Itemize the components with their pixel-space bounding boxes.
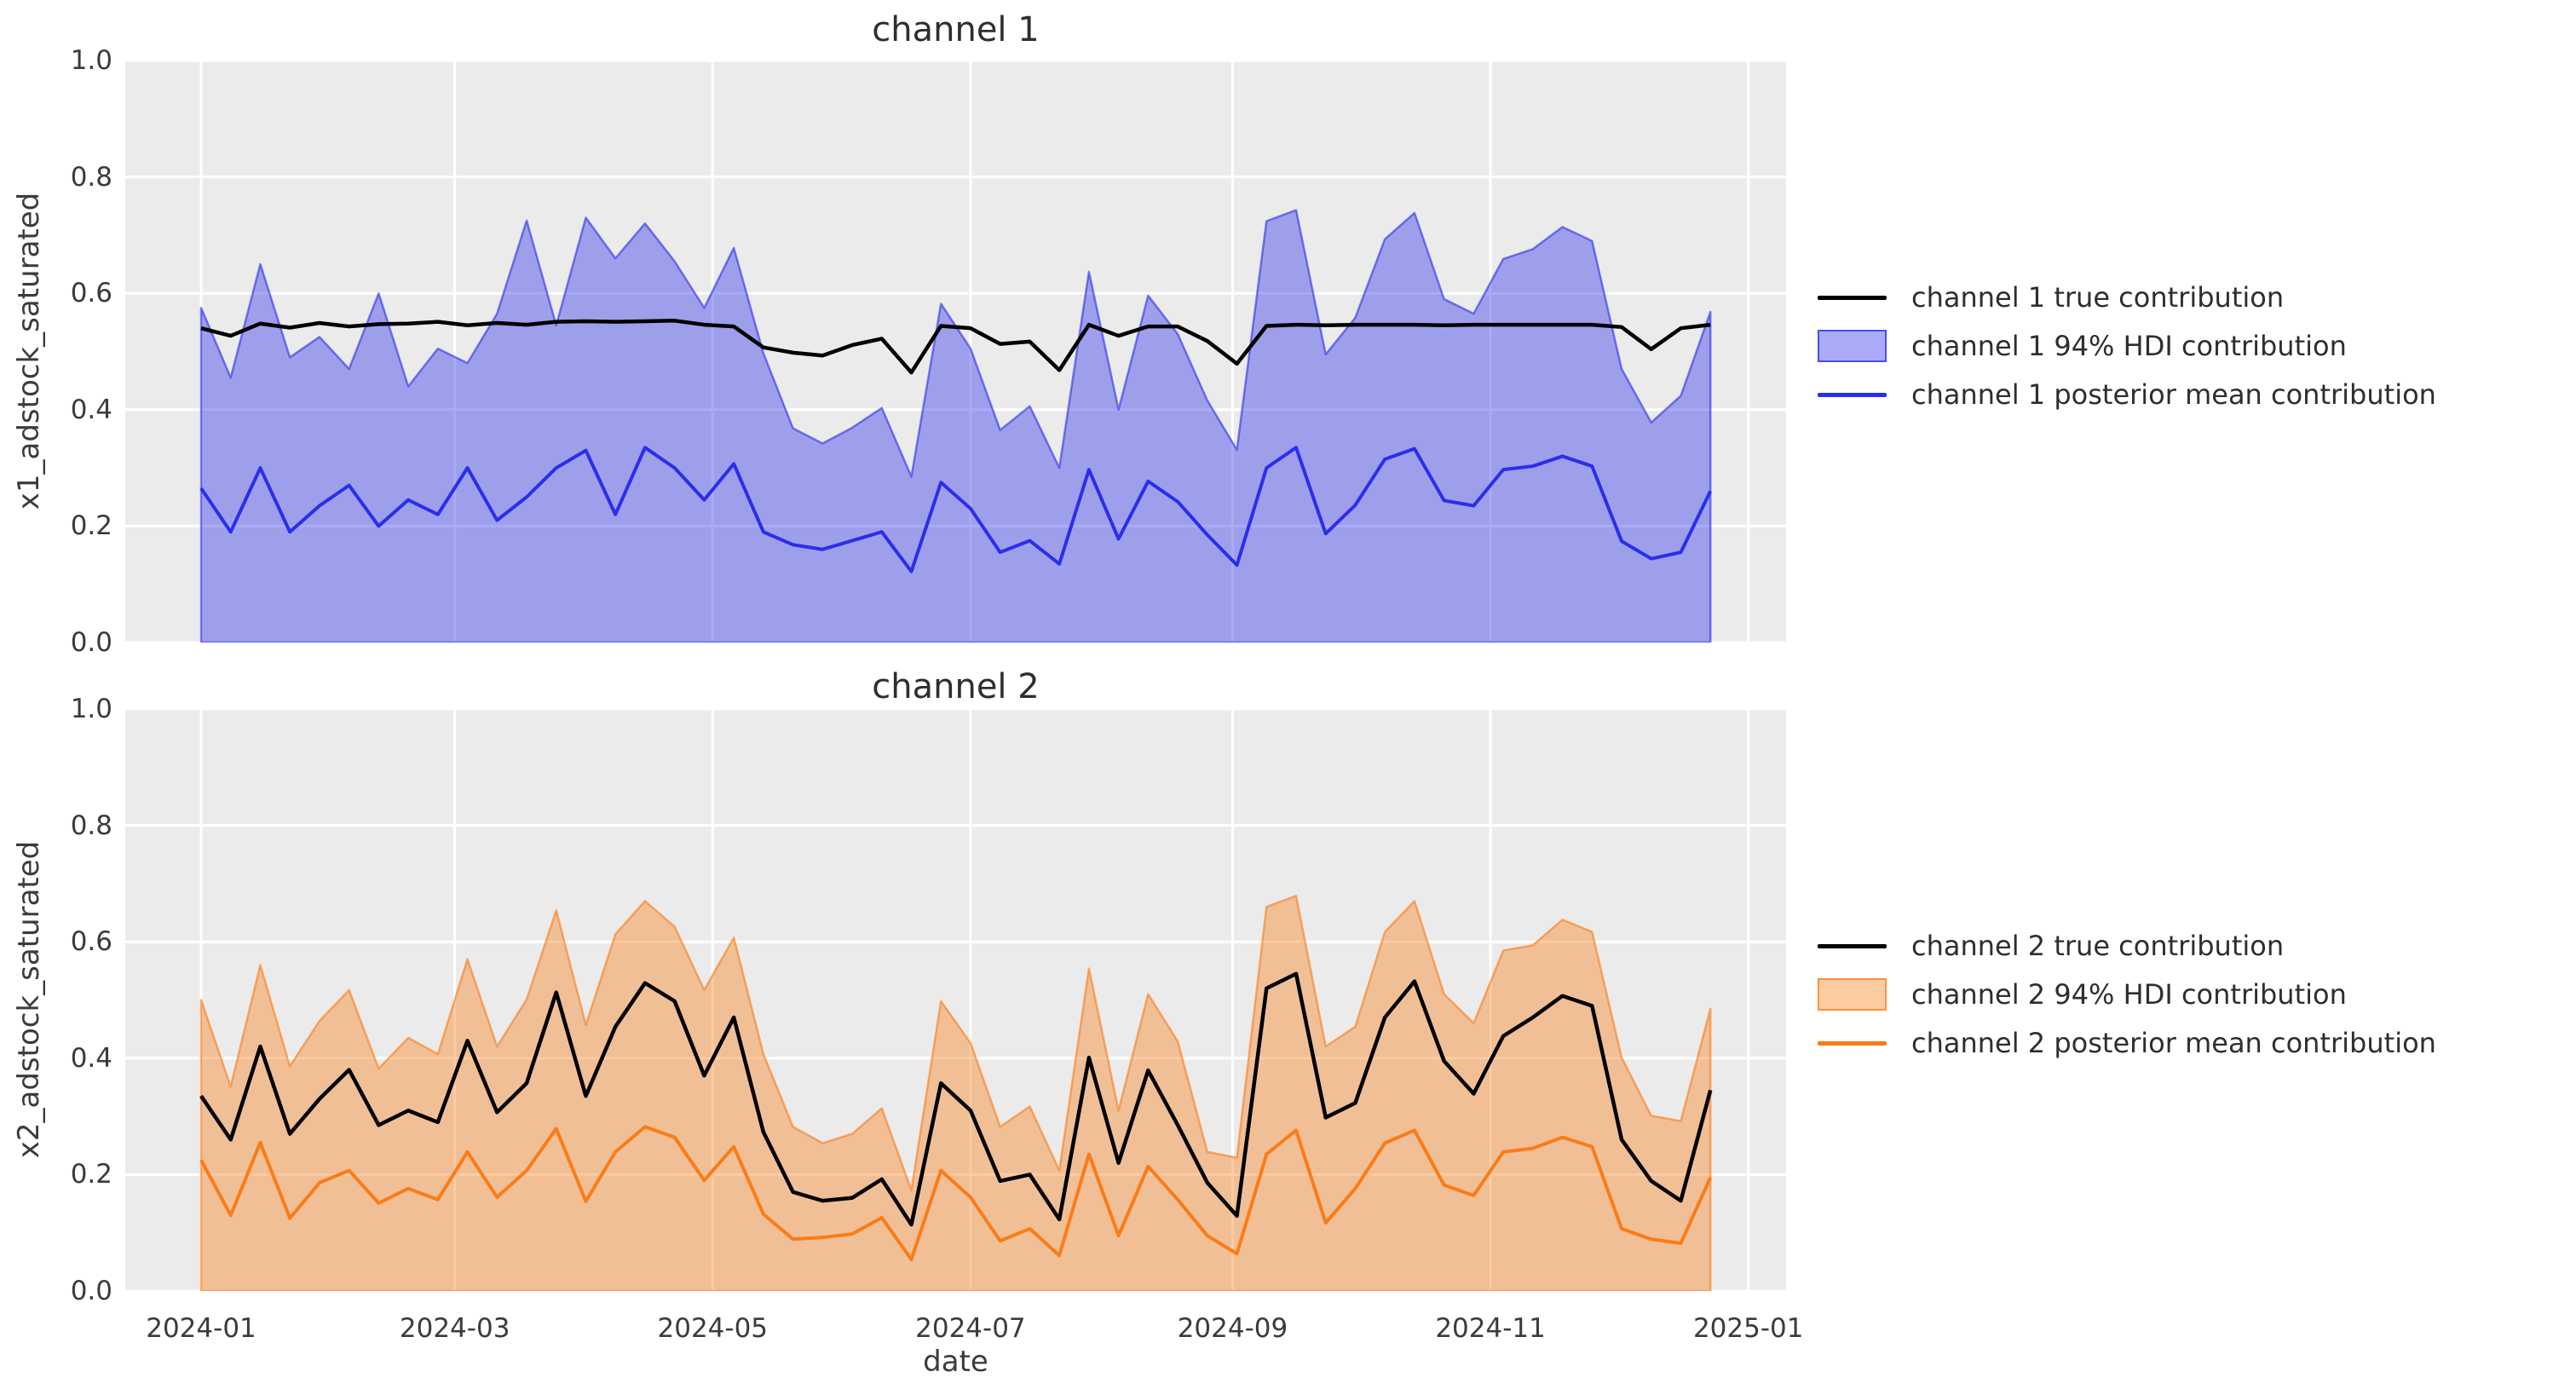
chart1-title: channel 1 — [872, 10, 1040, 49]
y-tick-label: 0.2 — [70, 510, 112, 542]
legend-line-swatch — [1818, 392, 1887, 397]
chart2-canvas — [125, 709, 1786, 1291]
y-tick-label: 1.0 — [70, 45, 112, 76]
x-tick-label: 2024-09 — [1177, 1313, 1288, 1344]
legend-row: channel 1 true contribution — [1818, 279, 2284, 316]
legend-patch-swatch — [1818, 978, 1887, 1011]
y-tick-label: 0.4 — [70, 394, 112, 425]
chart1-canvas — [125, 61, 1786, 643]
posterior-mean-line — [199, 446, 1713, 573]
y-tick-label: 1.0 — [70, 694, 112, 724]
legend-line-swatch — [1818, 1040, 1887, 1046]
x-tick-label: 2024-03 — [399, 1313, 510, 1344]
y-tick-label: 0.2 — [70, 1159, 112, 1190]
legend-row: channel 2 true contribution — [1818, 927, 2284, 965]
x-tick-label: 2024-05 — [657, 1313, 769, 1344]
legend-row: channel 1 94% HDI contribution — [1818, 327, 2347, 365]
legend-row: channel 1 posterior mean contribution — [1818, 376, 2436, 413]
legend-label: channel 2 94% HDI contribution — [1911, 978, 2347, 1011]
y-tick-label: 0.4 — [70, 1042, 112, 1074]
y-tick-label: 0.8 — [70, 161, 112, 193]
legend-row: channel 2 posterior mean contribution — [1818, 1024, 2436, 1062]
x-tick-label: 2024-11 — [1435, 1313, 1546, 1344]
chart2-title: channel 2 — [872, 667, 1040, 706]
legend-label: channel 1 94% HDI contribution — [1911, 330, 2347, 362]
hdi-band — [199, 894, 1712, 1291]
chart1-plot-area — [125, 61, 1786, 643]
y-tick-label: 0.0 — [70, 1276, 112, 1306]
y-tick-label: 0.8 — [70, 810, 112, 841]
legend-label: channel 2 posterior mean contribution — [1911, 1027, 2436, 1059]
legend-row: channel 2 94% HDI contribution — [1818, 976, 2347, 1013]
hdi-band — [199, 209, 1712, 643]
legend-label: channel 1 true contribution — [1911, 281, 2285, 314]
posterior-mean-line — [199, 1125, 1713, 1262]
x-tick-label: 2024-07 — [915, 1313, 1026, 1344]
true-line — [200, 319, 1711, 375]
true-line — [199, 971, 1713, 1227]
legend-label: channel 1 posterior mean contribution — [1911, 378, 2436, 411]
y-tick-label: 0.0 — [70, 627, 112, 658]
legend-line-swatch — [1818, 295, 1887, 300]
y-tick-label: 0.6 — [70, 926, 112, 958]
legend-line-swatch — [1818, 943, 1887, 948]
x-axis-label: date — [923, 1345, 988, 1379]
x-tick-label: 2025-01 — [1692, 1313, 1804, 1344]
legend-patch-swatch — [1818, 330, 1887, 362]
chart2-plot-area — [125, 709, 1786, 1291]
x-tick-label: 2024-01 — [146, 1313, 256, 1344]
y-tick-label: 0.6 — [70, 278, 112, 309]
legend-label: channel 2 true contribution — [1911, 930, 2285, 962]
